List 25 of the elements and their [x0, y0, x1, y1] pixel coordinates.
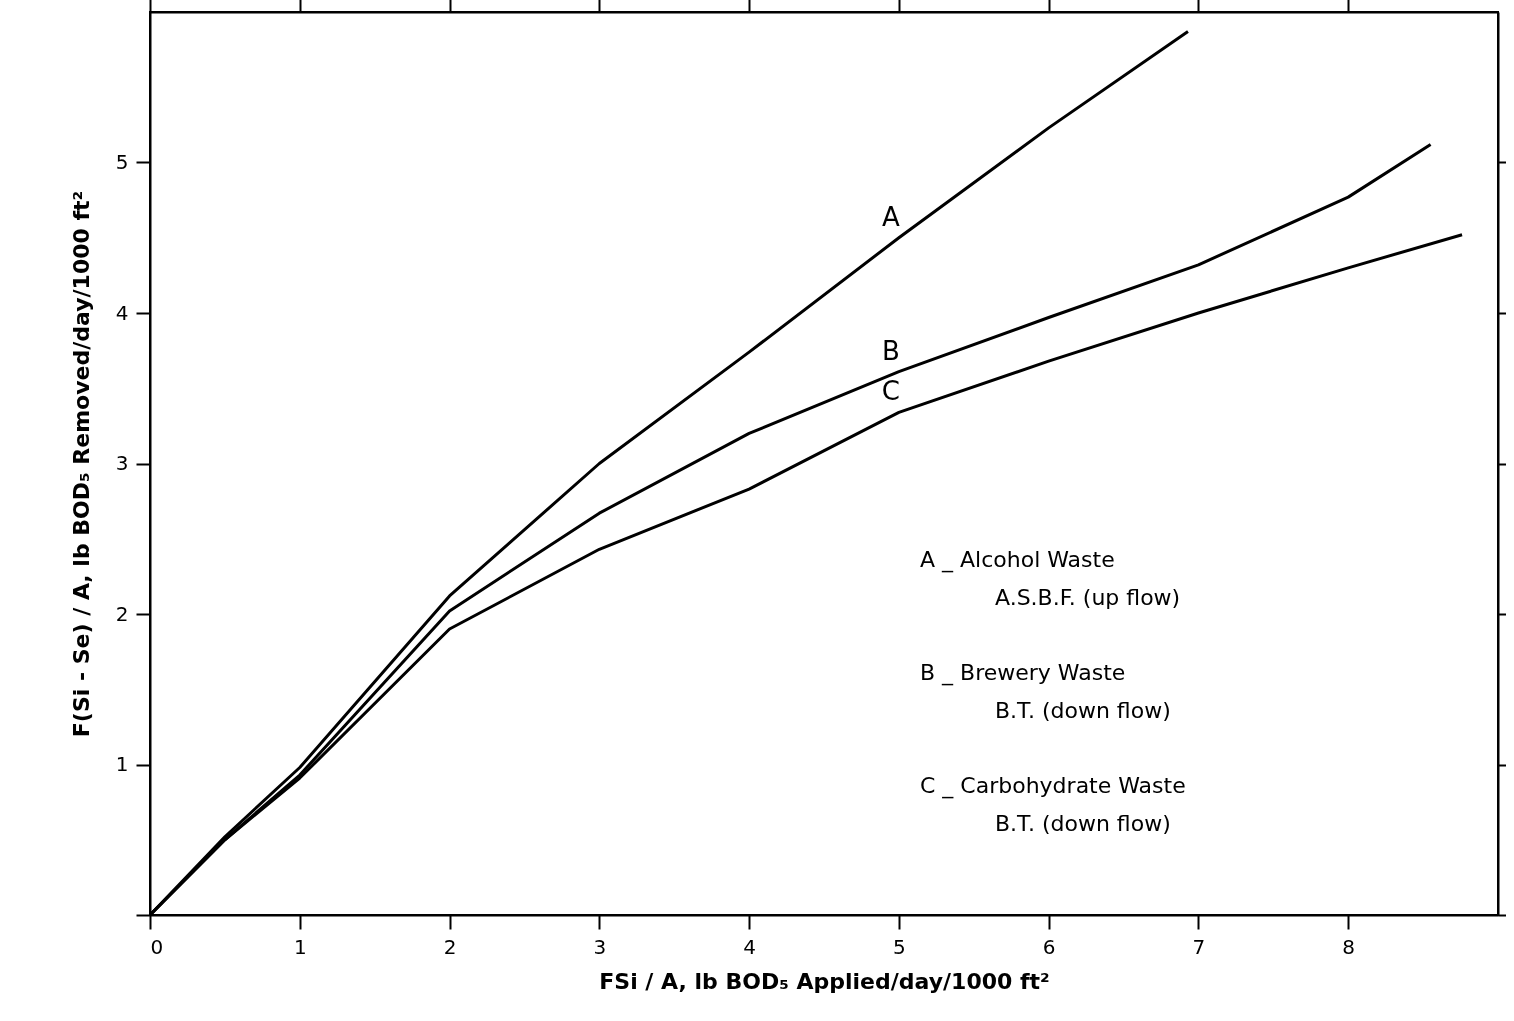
- y-tick-label: 3: [115, 451, 129, 475]
- annotation: A _ Alcohol Waste: [920, 547, 1115, 573]
- y-tick-label: 4: [115, 300, 129, 325]
- y-tick-label: 2: [115, 601, 129, 626]
- x-tick-label: 2: [443, 934, 457, 959]
- x-axis-title: FSi / A, lb BOD₅ Applied/day/1000 ft²: [599, 968, 1050, 994]
- x-tick-label: 0: [150, 934, 164, 959]
- y-axis-title: F(Si - Se) / A, lb BOD₅ Removed/day/1000 ft²: [68, 190, 94, 738]
- y-tick-label: 1: [115, 752, 129, 776]
- series-label: B: [881, 335, 900, 366]
- x-tick-label: 5: [893, 934, 906, 959]
- annotation: C _ Carbohydrate Waste: [920, 773, 1186, 799]
- series-label: A: [881, 201, 900, 232]
- annotation: A.S.B.F. (up flow): [995, 585, 1181, 610]
- x-tick-label: 3: [593, 934, 607, 959]
- x-tick-label: 6: [1042, 934, 1056, 959]
- x-tick-label: 4: [743, 934, 756, 959]
- series-label: C: [881, 376, 900, 407]
- x-tick-label: 1: [293, 934, 307, 959]
- x-tick-label: 8: [1342, 934, 1356, 959]
- annotation: B _ Brewery Waste: [920, 660, 1126, 686]
- y-tick-label: 5: [115, 150, 129, 174]
- x-tick-label: 7: [1192, 934, 1206, 959]
- annotation: B.T. (down flow): [995, 698, 1171, 723]
- annotation: B.T. (down flow): [995, 811, 1171, 836]
